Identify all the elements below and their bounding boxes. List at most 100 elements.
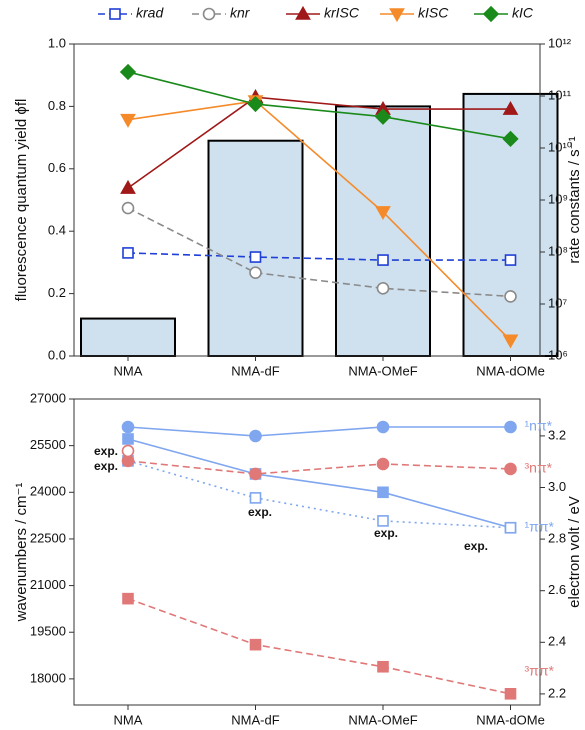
x-tick-label: NMA [114, 712, 143, 727]
marker [249, 492, 262, 504]
x-tick-label: NMA [114, 363, 143, 378]
marker [376, 420, 390, 434]
marker [376, 282, 390, 295]
legend-label: kISC [418, 5, 449, 21]
y-tick-label: 19500 [30, 624, 66, 639]
y-tick-label: 22500 [30, 530, 66, 545]
x-tick-label: NMA-dOMe [476, 363, 545, 378]
marker [377, 660, 389, 673]
series-line [127, 100, 512, 341]
series-label: ³ππ* [525, 663, 555, 679]
y-tick-label: 0.8 [48, 98, 66, 113]
marker [120, 179, 136, 194]
y2-tick-label: 2.2 [548, 685, 566, 700]
series-line [127, 597, 511, 695]
series-line [127, 460, 511, 529]
x-tick-label: NMA-OMeF [348, 712, 417, 727]
y2-tick-label: 10¹² [548, 35, 572, 50]
annotation: exp. [94, 459, 118, 473]
y2-tick-label: 3.2 [548, 427, 566, 442]
series-line [127, 96, 511, 189]
marker [377, 254, 389, 266]
y2-tick-label: 3.0 [548, 479, 566, 494]
marker [202, 7, 216, 21]
y2-tick-label: 10⁶ [548, 347, 568, 362]
marker [122, 247, 134, 259]
legend-label: krad [136, 5, 164, 21]
marker [249, 429, 262, 443]
y-tick-label: 0.0 [48, 347, 66, 362]
annotation: exp. [248, 505, 272, 519]
series-line [127, 438, 511, 529]
marker [504, 254, 517, 266]
legend-label: krISC [324, 5, 360, 21]
marker [504, 688, 517, 700]
x-tick-label: NMA-OMeF [348, 363, 417, 378]
marker [249, 251, 262, 263]
y2-tick-label: 2.8 [548, 531, 566, 546]
y2-tick-label: 2.6 [548, 582, 566, 597]
series-line [127, 460, 511, 475]
bar [335, 105, 431, 358]
y2-tick-label: 10⁷ [548, 295, 567, 310]
y-tick-label: 18000 [30, 670, 66, 685]
x-tick-label: NMA-dF [231, 363, 279, 378]
marker [121, 201, 135, 215]
y2-axis-title: electron volt / eV [566, 496, 583, 608]
legend-label: knr [230, 5, 251, 21]
y-tick-label: 1.0 [48, 35, 66, 50]
marker [504, 462, 517, 476]
y-tick-label: 27000 [30, 390, 66, 405]
legend-label: kIC [512, 5, 534, 21]
marker [374, 108, 392, 125]
plot-frame [73, 398, 541, 706]
marker [389, 8, 405, 23]
y-axis-title: wavenumbers / cm⁻¹ [13, 483, 30, 623]
marker [375, 206, 391, 221]
marker [122, 592, 134, 605]
series-line [127, 426, 511, 437]
series-line [127, 71, 511, 140]
marker [249, 266, 262, 279]
marker [504, 420, 517, 434]
marker [109, 8, 121, 20]
y-tick-label: 0.6 [48, 160, 66, 175]
y2-tick-label: 10¹¹ [548, 87, 572, 102]
series-label: ³nπ* [525, 460, 553, 476]
marker [121, 420, 135, 434]
y2-tick-label: 10⁹ [548, 191, 568, 206]
marker [247, 95, 264, 113]
marker [502, 130, 519, 147]
series-line [127, 207, 511, 298]
bar [207, 139, 304, 357]
annotation: exp. [464, 539, 488, 553]
series-label: ¹ππ* [525, 518, 555, 534]
x-tick-label: NMA-dOMe [476, 712, 545, 727]
marker [504, 290, 517, 303]
y-tick-label: 25500 [30, 437, 66, 452]
marker [122, 433, 134, 445]
y2-tick-label: 2.4 [548, 634, 566, 649]
marker [249, 467, 262, 481]
y-axis-title: fluorescence quantum yield ϕfl [13, 99, 30, 302]
y2-tick-label: 10⁸ [548, 243, 568, 258]
y2-tick-label: 10¹⁰ [548, 139, 572, 154]
marker [121, 444, 135, 458]
marker [377, 486, 389, 499]
y-tick-label: 0.2 [48, 285, 66, 300]
marker [377, 515, 389, 527]
marker [502, 100, 519, 115]
series-line [127, 252, 511, 261]
y2-axis-title: rate constants / s⁻¹ [566, 136, 583, 263]
bar [80, 317, 176, 357]
marker [120, 113, 136, 128]
marker [502, 334, 519, 349]
y-tick-label: 24000 [30, 484, 66, 499]
y-tick-label: 21000 [30, 577, 66, 592]
annotation: exp. [374, 526, 398, 540]
marker [249, 638, 262, 651]
series-label: ¹nπ* [525, 418, 553, 434]
marker [376, 457, 390, 471]
marker [295, 5, 311, 20]
